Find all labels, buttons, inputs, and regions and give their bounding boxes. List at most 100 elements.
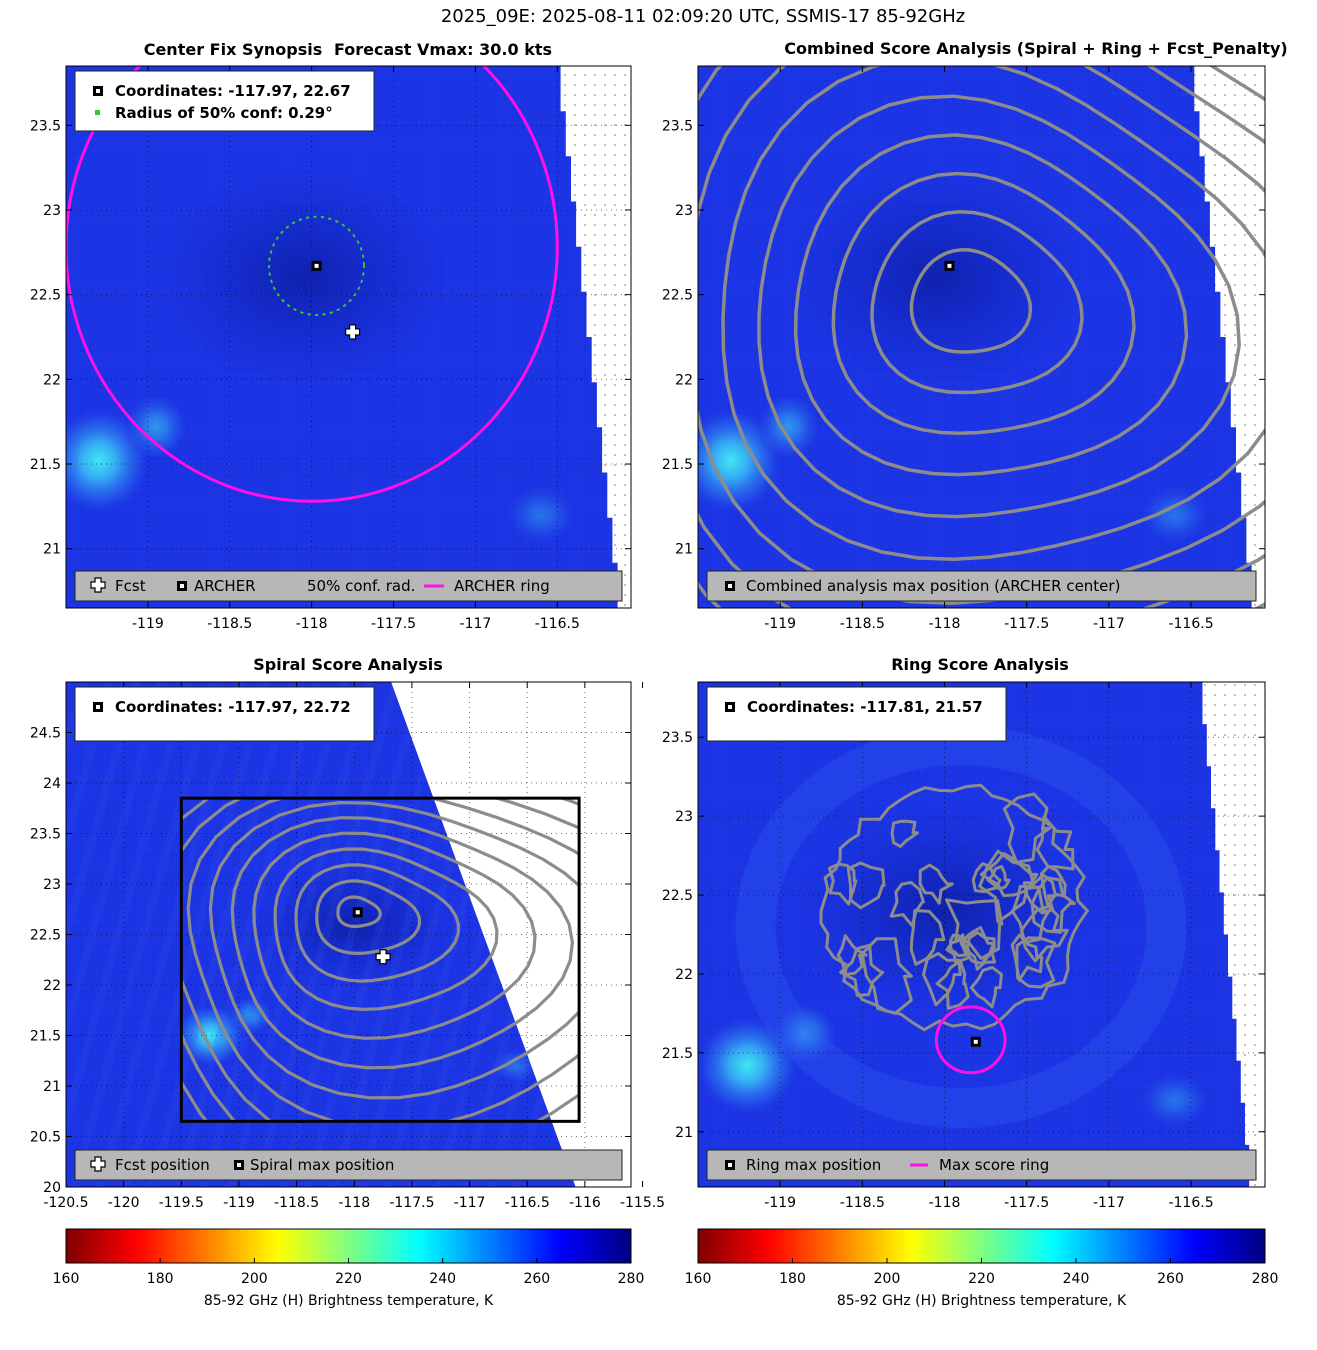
x-tick-label: -116.5 — [1168, 1195, 1213, 1211]
y-tick-label: 23.5 — [30, 118, 61, 134]
ring-score-contour — [909, 909, 946, 966]
ring-score-contour — [1010, 885, 1051, 944]
spiral-contour — [181, 798, 580, 1122]
info-conf-marker — [95, 110, 100, 115]
panel-spiral-score: Spiral Score Analysis -120.5 -120 -119.5 -11… — [0, 655, 665, 1211]
ring-score-contour — [1010, 933, 1044, 982]
x-tick-label: -117.5 — [371, 616, 416, 632]
ring-score-contour — [860, 937, 913, 1015]
conf-radius-circle — [268, 215, 366, 316]
cold-convection-spot-2 — [771, 1002, 838, 1066]
spiral-contour — [336, 895, 382, 928]
info-box — [74, 686, 375, 742]
x-tick-label: -119.5 — [159, 1195, 204, 1211]
ring-contours — [819, 783, 1090, 1032]
ring-score-contour — [935, 959, 970, 1010]
cold-convection-spot-2 — [227, 995, 274, 1036]
y-tick-label: 21 — [675, 1125, 693, 1141]
colorbar-tick-label: 260 — [1157, 1271, 1184, 1287]
info-line: Radius of 50% conf: 0.29° — [115, 104, 333, 122]
colorbar-tick-label: 200 — [241, 1271, 268, 1287]
legend-ring-max-marker-core — [728, 1163, 732, 1167]
y-tick-label: 24 — [43, 776, 61, 792]
legend-archer-ring: ARCHER ring — [454, 577, 550, 595]
spiral-contour — [252, 831, 537, 1040]
scan-stripe — [66, 682, 192, 1138]
ring-score-contour — [945, 898, 1004, 960]
scan-stripe — [0, 682, 6, 1187]
y-tick-label: 23 — [43, 203, 61, 219]
x-tick-label: -118.5 — [274, 1195, 319, 1211]
spiral-contour — [186, 798, 580, 1122]
spiral-contour — [315, 879, 422, 955]
info-box — [706, 686, 1007, 742]
x-tick-label: -117 — [1093, 1195, 1125, 1211]
legend-box — [706, 570, 1257, 602]
plot-area — [0, 682, 631, 1187]
legend-archer: ARCHER — [194, 577, 256, 595]
panel-center-fix-synopsis: Center Fix Synopsis Forecast Vmax: 30.0 k… — [30, 40, 632, 632]
y-tick-label: 22 — [43, 978, 61, 994]
panel-subtitle: Forecast Vmax: 30.0 kts — [334, 40, 552, 59]
colorbar-2: 160 180 200 220 240 260 280 85-92 GHz (H) Brigh… — [685, 1228, 1279, 1309]
x-tick-label: -120.5 — [43, 1195, 88, 1211]
ring-score-contour — [1019, 905, 1069, 963]
colorbar-tick-label: 160 — [53, 1271, 80, 1287]
ring-score-contour — [969, 965, 1003, 1009]
y-tick-label: 22.5 — [30, 288, 61, 304]
score-contour — [721, 66, 1265, 562]
x-tick-label: -115.5 — [620, 1195, 665, 1211]
colorbar-tick-label: 280 — [1252, 1271, 1279, 1287]
search-box — [179, 796, 581, 1123]
info-center-marker-core — [728, 705, 732, 709]
ring-max-marker-core — [973, 1039, 978, 1044]
scan-stripe — [66, 682, 140, 950]
legend-ring-max: Ring max position — [746, 1156, 881, 1174]
score-contour — [831, 171, 1136, 436]
legend-fcst-marker — [90, 577, 106, 593]
panel-title: Center Fix Synopsis — [144, 40, 323, 59]
ring-score-contour — [945, 933, 971, 965]
score-contour — [793, 133, 1189, 477]
x-tick-label: -118 — [929, 616, 961, 632]
legend-fcst-marker — [90, 1156, 106, 1172]
colorbar-1: 160 180 200 220 240 260 280 85-92 GHz (H) Brigh… — [53, 1228, 644, 1309]
panel-title: Spiral Score Analysis — [253, 655, 443, 674]
y-tick-label: 24.5 — [30, 726, 61, 742]
archer-center-marker-core — [314, 263, 319, 268]
x-tick-label: -119 — [764, 616, 796, 632]
x-tick-label: -119 — [764, 1195, 796, 1211]
y-tick-label: 23 — [43, 877, 61, 893]
plot-frame — [65, 65, 632, 609]
y-tick-label: 23.5 — [662, 118, 693, 134]
score-contour — [909, 248, 1033, 354]
x-tick-label: -117 — [460, 616, 492, 632]
y-tick-label: 22 — [675, 372, 693, 388]
colorbar-tick-label: 240 — [429, 1271, 456, 1287]
y-tick-label: 20 — [43, 1180, 61, 1196]
ring-score-contour — [890, 819, 919, 848]
colorbar-tick-label: 220 — [968, 1271, 995, 1287]
legend-conf-rad: 50% conf. rad. — [307, 577, 415, 595]
legend-archer-marker-core — [180, 584, 184, 588]
legend-box — [706, 1149, 1257, 1181]
info-line: Coordinates: -117.97, 22.72 — [115, 698, 351, 716]
colorbar-tick-label: 240 — [1063, 1271, 1090, 1287]
scan-stripe — [0, 682, 32, 1187]
panel-title: Ring Score Analysis — [891, 655, 1069, 674]
colorbar-tick-label: 160 — [685, 1271, 712, 1287]
y-tick-label: 22.5 — [662, 888, 693, 904]
plot-frame — [697, 65, 1266, 609]
colorbar-tick-label: 180 — [147, 1271, 174, 1287]
legend-fcst: Fcst — [115, 577, 146, 595]
y-tick-label: 22.5 — [662, 288, 693, 304]
y-tick-label: 21 — [43, 542, 61, 558]
fcst-marker — [375, 949, 391, 965]
cold-convection-spot-3 — [504, 484, 577, 546]
swath-missing-dots — [560, 66, 631, 608]
x-tick-label: -118 — [296, 616, 328, 632]
x-tick-label: -120 — [108, 1195, 140, 1211]
ring-score-contour — [1030, 876, 1076, 934]
legend-fcst-position: Fcst position — [115, 1156, 210, 1174]
fcst-marker — [344, 324, 361, 340]
